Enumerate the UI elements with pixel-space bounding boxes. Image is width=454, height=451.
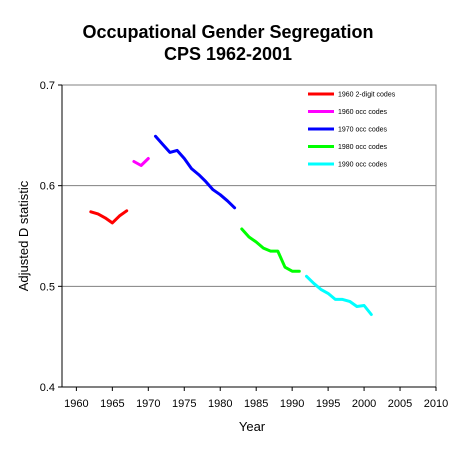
series-line (89, 209, 129, 225)
x-tick-label: 1965 (100, 398, 124, 410)
legend-label: 1960 occ codes (338, 109, 388, 116)
series-line (240, 227, 301, 273)
y-tick-label: 0.4 (40, 382, 55, 394)
x-axis-label: Year (239, 419, 266, 434)
x-tick-label: 1975 (172, 398, 196, 410)
plot-area: 0.4 0.5 0.6 0.7 1960 1965 1970 1975 1980 1985 1990… (40, 80, 449, 410)
y-tick-label: 0.5 (40, 281, 55, 293)
x-tick-label: 1970 (136, 398, 160, 410)
legend-label: 1960 2-digit codes (338, 92, 396, 99)
legend-label: 1990 occ codes (338, 162, 388, 169)
y-axis-label: Adjusted D statistic (16, 180, 31, 291)
legend-label: 1980 occ codes (338, 144, 388, 151)
x-tick-label: 1960 (64, 398, 88, 410)
y-tick-label: 0.6 (40, 181, 55, 193)
series-line (132, 157, 150, 167)
x-tick-label: 1985 (244, 398, 268, 410)
chart-subtitle: CPS 1962-2001 (164, 44, 292, 64)
x-tick-label: 2000 (352, 398, 376, 410)
x-tick-label: 2005 (388, 398, 412, 410)
legend-label: 1970 occ codes (338, 127, 388, 134)
x-tick-label: 1995 (316, 398, 340, 410)
chart-title: Occupational Gender Segregation (82, 22, 373, 42)
series-line (305, 274, 373, 316)
y-tick-label: 0.7 (40, 80, 55, 92)
series-line (154, 134, 237, 210)
x-tick-label: 1990 (280, 398, 304, 410)
x-tick-label: 2010 (424, 398, 448, 410)
x-tick-label: 1980 (208, 398, 232, 410)
